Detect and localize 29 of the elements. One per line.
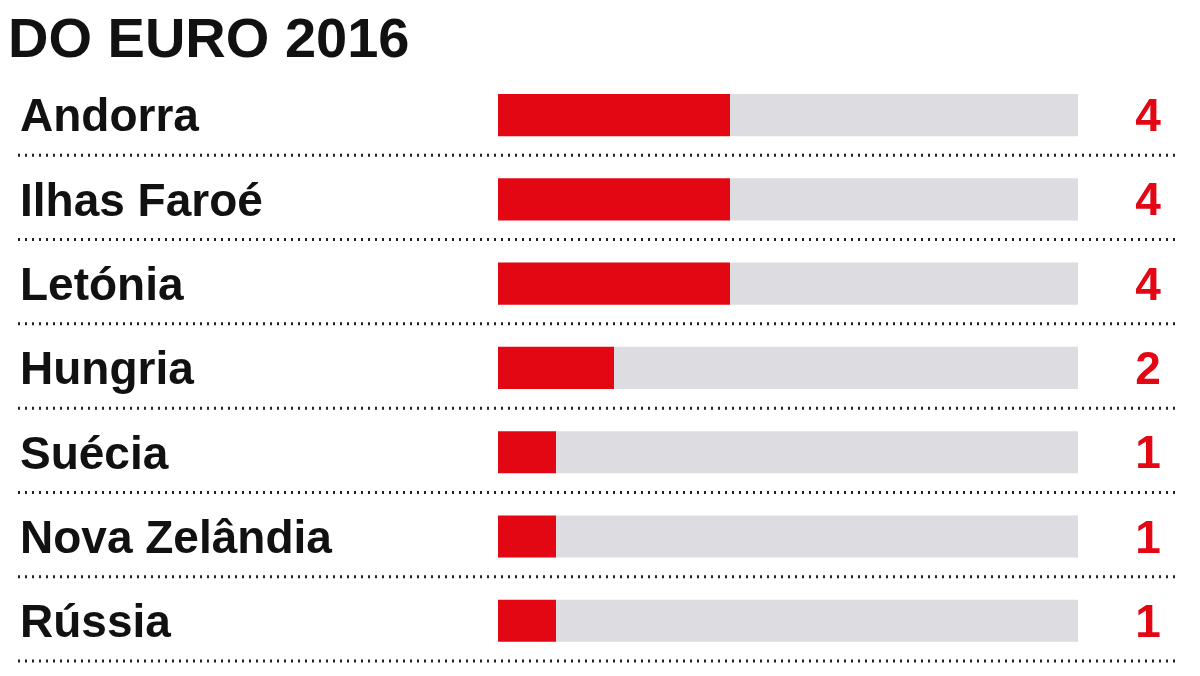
y-tick-label: Nova Zelândia [20, 510, 333, 563]
data-label: 4 [1135, 173, 1162, 226]
bar [498, 346, 614, 389]
bar [730, 262, 1078, 305]
bar [556, 515, 1078, 558]
bar [730, 178, 1078, 221]
bar [730, 94, 1078, 137]
y-tick-label: Hungria [20, 342, 195, 395]
bar [556, 599, 1078, 642]
bar [498, 94, 730, 137]
data-label: 2 [1135, 341, 1161, 394]
bar [498, 178, 730, 221]
data-label: 4 [1135, 257, 1162, 310]
bar [498, 262, 730, 305]
y-tick-label: Ilhas Faroé [20, 173, 263, 226]
bar [556, 431, 1078, 474]
bar [498, 431, 556, 474]
data-label: 4 [1135, 89, 1162, 142]
data-label: 1 [1135, 510, 1161, 563]
bar [498, 515, 556, 558]
y-tick-label: Andorra [20, 89, 200, 142]
chart-title: DO EURO 2016 [8, 6, 411, 69]
y-tick-label: Letónia [20, 258, 184, 311]
y-tick-label: Suécia [20, 426, 169, 479]
data-label: 1 [1135, 594, 1161, 647]
bar [498, 599, 556, 642]
data-label: 1 [1135, 426, 1161, 479]
y-tick-label: Rússia [20, 595, 172, 648]
bar [614, 346, 1078, 389]
